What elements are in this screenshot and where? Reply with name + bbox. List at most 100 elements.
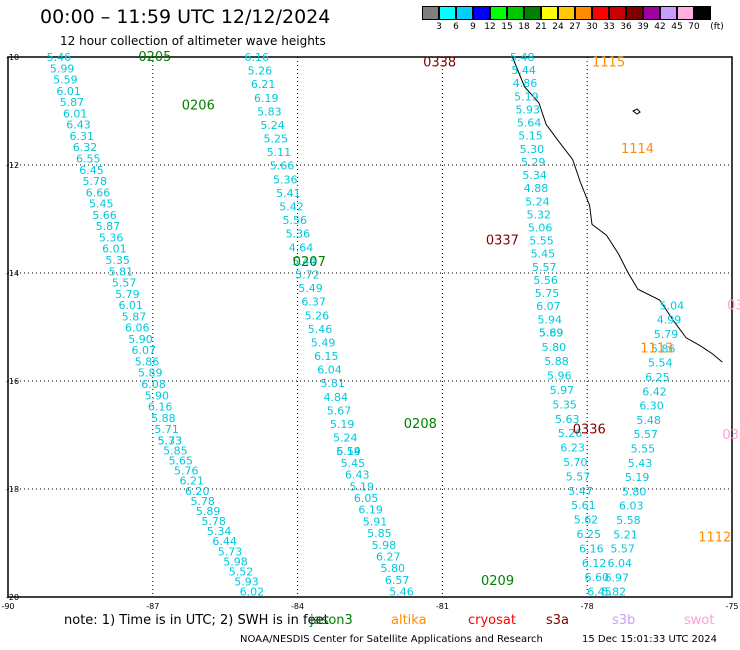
wave-height-value: 5.90 — [128, 333, 153, 346]
pass-label: 0206 — [182, 99, 215, 114]
wave-height-value: 6.27 — [376, 551, 401, 564]
y-tick-label: -12 — [6, 161, 19, 170]
wave-height-value: 5.66 — [92, 209, 117, 222]
pass-label: 0338 — [423, 55, 456, 70]
wave-height-value: 5.49 — [311, 336, 336, 349]
wave-height-value: 4.88 — [524, 182, 549, 195]
colorbar-swatch — [558, 6, 575, 20]
pass-label: 1112 — [698, 531, 731, 546]
wave-height-value: 6.16 — [148, 401, 173, 414]
wave-height-value: 5.98 — [223, 555, 248, 568]
wave-height-value: 6.42 — [642, 385, 667, 398]
wave-height-value: 6.43 — [66, 119, 91, 132]
colorbar-swatch — [694, 6, 711, 20]
wave-height-value: 5.89 — [196, 505, 221, 518]
mission-legend-item: altika — [391, 613, 427, 628]
wave-height-value: 5.46 — [308, 323, 333, 336]
wave-height-value: 5.48 — [636, 414, 661, 427]
wave-height-value: 6.57 — [385, 574, 410, 587]
colorbar-swatch — [626, 6, 643, 20]
wave-height-value: 5.06 — [528, 221, 553, 234]
y-tick-label: -18 — [6, 485, 19, 494]
wave-height-value: 6.31 — [69, 130, 94, 143]
wave-height-value: 5.36 — [286, 228, 311, 241]
wave-height-value: 5.89 — [138, 367, 163, 380]
wave-height-value: 5.36 — [273, 173, 298, 186]
wave-height-value: 5.82 — [602, 586, 627, 599]
colorbar-label: 12 — [484, 22, 496, 32]
wave-height-value: 6.07 — [536, 300, 561, 313]
colorbar-swatch — [490, 6, 507, 20]
pass-label: 0326 — [722, 428, 740, 443]
wave-height-value: 5.88 — [151, 412, 176, 425]
wave-height-value: 5.73 — [158, 434, 183, 447]
wave-height-value: 4.86 — [513, 77, 538, 90]
wave-height-value: 6.07 — [132, 344, 157, 357]
colorbar-swatch — [660, 6, 677, 20]
wave-height-value: 6.21 — [180, 475, 205, 488]
wave-height-value: 6.21 — [251, 78, 276, 91]
island-outline — [632, 108, 641, 115]
wave-height-value: 5.67 — [327, 404, 352, 417]
wave-height-value: 5.45 — [531, 248, 556, 261]
wave-height-value: 6.60 — [585, 571, 610, 584]
wave-height-value: 5.57 — [532, 261, 557, 274]
y-tick-label: -16 — [6, 377, 19, 386]
wave-height-value: 5.56 — [533, 274, 558, 287]
colorbar-label: 27 — [569, 22, 581, 32]
colorbar-label: 30 — [586, 22, 598, 32]
pass-label: 1113 — [640, 342, 673, 357]
wave-height-value: 5.46 — [389, 586, 414, 599]
wave-height-value: 6.23 — [560, 442, 585, 455]
wave-height-value: 5.85 — [163, 444, 188, 457]
mission-legend-item: s3a — [546, 613, 570, 628]
wave-height-value: 5.57 — [566, 470, 591, 483]
wave-height-value: 6.06 — [125, 322, 149, 335]
wave-height-value: 5.04 — [660, 299, 685, 312]
wave-height-value: 5.80 — [622, 485, 647, 498]
colorbar-label: 6 — [453, 22, 459, 32]
wave-height-value: 5.24 — [333, 432, 358, 445]
wave-height-value: 6.01 — [102, 243, 127, 256]
wave-height-value: 5.42 — [279, 201, 304, 214]
wave-height-value: 5.63 — [555, 413, 580, 426]
wave-height-value: 5.26 — [558, 427, 583, 440]
wave-height-value: 5.11 — [267, 146, 292, 159]
wave-height-value: 5.72 — [295, 268, 320, 281]
wave-height-value: 5.24 — [525, 195, 550, 208]
wave-height-value: 6.12 — [582, 557, 607, 570]
wave-height-value: 6.37 — [301, 296, 326, 309]
colorbar-label: 9 — [470, 22, 476, 32]
mission-legend-item: swot — [684, 613, 715, 628]
wave-height-value: 6.01 — [63, 107, 88, 120]
colorbar-swatch — [524, 6, 541, 20]
wave-height-value: 5.15 — [518, 130, 543, 143]
wave-height-value: 5.78 — [83, 175, 108, 188]
wave-height-value: 5.43 — [628, 457, 653, 470]
wave-height-value: 6.04 — [317, 364, 342, 377]
colorbar-swatch — [677, 6, 694, 20]
colorbar-swatch — [609, 6, 626, 20]
pass-label: 0209 — [481, 574, 514, 589]
wave-height-value: 5.49 — [298, 282, 323, 295]
colorbar-label: 39 — [637, 22, 649, 32]
colorbar-swatch — [473, 6, 490, 20]
wave-height-value: 5.55 — [529, 235, 554, 248]
wave-height-value: 5.64 — [517, 117, 542, 130]
wave-height-value: 5.55 — [631, 443, 656, 456]
colorbar-swatch — [422, 6, 439, 20]
wave-height-value: 5.47 — [568, 485, 593, 498]
colorbar-swatch — [507, 6, 524, 20]
colorbar-swatch — [541, 6, 558, 20]
wave-height-value: 5.32 — [527, 208, 552, 221]
colorbar-swatch — [439, 6, 456, 20]
pass-label: 0208 — [404, 417, 437, 432]
wave-height-value: 5.87 — [96, 220, 121, 233]
footer-note: note: 1) Time is in UTC; 2) SWH is in fe… — [64, 613, 329, 628]
pass-label: 1115 — [592, 55, 625, 70]
wave-height-value: 5.41 — [276, 187, 301, 200]
wave-height-value: 6.14 — [336, 445, 361, 458]
wave-height-value: 5.76 — [174, 465, 199, 478]
wave-height-value: 6.03 — [619, 500, 644, 513]
